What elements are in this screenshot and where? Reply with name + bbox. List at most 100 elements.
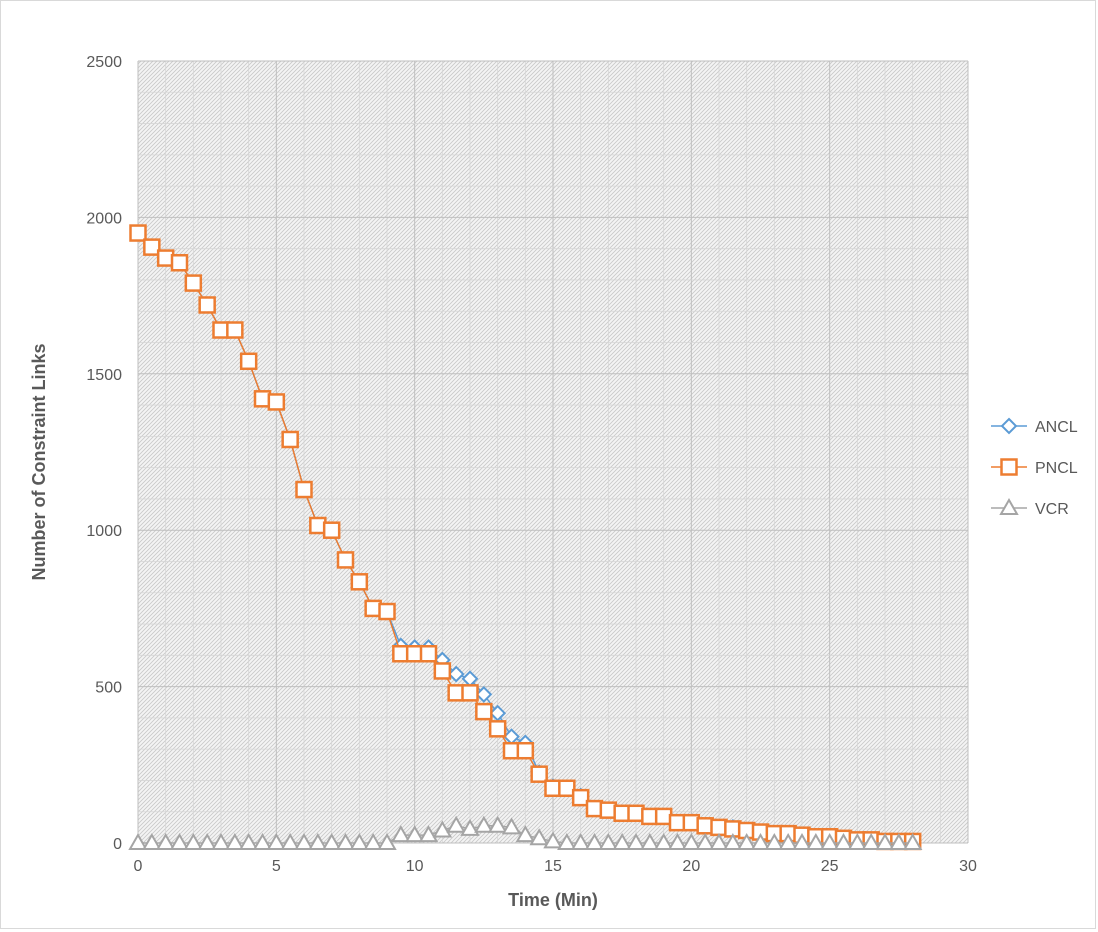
data-point-pncl: [488, 720, 507, 738]
y-tick-label: 0: [113, 836, 122, 853]
data-point-pncl: [516, 741, 535, 760]
data-point-vcr: [266, 832, 287, 850]
data-point-vcr: [709, 832, 729, 850]
data-point-vcr: [889, 832, 909, 850]
x-tick-label: 5: [272, 858, 281, 875]
data-point-vcr: [238, 832, 259, 850]
data-point-pncl: [433, 662, 452, 680]
x-axis-ticks: 0 5 10 15 20 25 30: [134, 858, 977, 875]
x-tick-label: 10: [406, 858, 424, 875]
data-point-pncl: [198, 296, 216, 314]
data-point-vcr: [626, 832, 646, 850]
data-point-vcr: [902, 832, 923, 850]
data-point-vcr: [391, 825, 411, 843]
data-point-vcr: [515, 825, 536, 843]
data-point-pncl: [170, 254, 189, 272]
legend-item-pncl: PNCL: [991, 458, 1078, 477]
series-layer: [128, 224, 923, 851]
x-tick-label: 15: [544, 858, 562, 875]
data-point-pncl: [571, 788, 590, 807]
y-axis-title: Number of Constraint Links: [29, 343, 49, 580]
legend-marker-pncl: [1000, 458, 1018, 476]
data-point-pncl: [295, 480, 313, 499]
data-point-vcr: [861, 832, 881, 850]
data-point-vcr: [570, 832, 591, 850]
data-point-vcr: [764, 832, 785, 850]
data-point-vcr: [695, 832, 715, 850]
data-point-pncl: [336, 551, 355, 569]
x-axis-title: Time (Min): [508, 890, 598, 910]
data-point-vcr: [363, 832, 383, 850]
data-point-pncl: [378, 602, 396, 621]
legend: ANCL PNCL VCR: [991, 417, 1078, 518]
data-point-vcr: [183, 832, 204, 850]
y-tick-label: 500: [95, 680, 122, 697]
y-tick-label: 1000: [86, 523, 122, 540]
data-point-vcr: [598, 832, 619, 850]
data-point-vcr: [487, 815, 508, 833]
data-point-pncl: [143, 238, 161, 256]
y-axis-ticks: 0 500 1000 1500 2000 2500: [86, 54, 122, 853]
legend-label-ancl: ANCL: [1035, 419, 1078, 436]
data-point-vcr: [460, 818, 480, 836]
y-tick-label: 2500: [86, 54, 122, 71]
series-vcr: [128, 815, 923, 850]
data-point-vcr: [557, 832, 577, 850]
data-point-vcr: [335, 832, 356, 850]
data-point-vcr: [778, 832, 798, 850]
data-point-vcr: [833, 832, 854, 850]
data-point-vcr: [197, 832, 217, 850]
data-point-pncl: [419, 645, 438, 663]
data-point-pncl: [184, 274, 203, 292]
data-point-vcr: [667, 832, 688, 850]
y-tick-label: 2000: [86, 210, 122, 227]
legend-marker-vcr: [999, 497, 1019, 515]
data-point-vcr: [418, 825, 439, 843]
legend-label-vcr: VCR: [1035, 501, 1069, 518]
data-point-vcr: [474, 815, 494, 833]
data-point-ancl: [475, 686, 493, 703]
data-point-vcr: [142, 832, 162, 850]
data-point-vcr: [792, 832, 812, 850]
data-point-vcr: [847, 832, 868, 850]
data-point-vcr: [349, 832, 370, 850]
data-point-vcr: [736, 832, 757, 850]
data-point-vcr: [211, 832, 231, 850]
x-tick-label: 20: [682, 858, 700, 875]
data-point-vcr: [128, 832, 148, 850]
legend-label-pncl: PNCL: [1035, 460, 1078, 477]
x-tick-label: 0: [134, 858, 143, 875]
data-point-ancl: [447, 665, 465, 683]
data-point-pncl: [129, 224, 147, 242]
data-point-vcr: [377, 832, 397, 850]
data-point-pncl: [322, 521, 341, 539]
data-point-vcr: [155, 832, 176, 850]
data-point-pncl: [239, 352, 258, 371]
data-point-vcr: [529, 828, 549, 846]
data-point-pncl: [558, 779, 576, 798]
data-point-pncl: [267, 393, 286, 411]
x-tick-label: 30: [959, 858, 977, 875]
data-point-pncl: [350, 573, 369, 591]
data-point-vcr: [321, 832, 342, 850]
series-pncl: [129, 224, 922, 851]
data-point-vcr: [543, 831, 563, 849]
data-point-vcr: [294, 832, 314, 850]
data-point-vcr: [750, 832, 771, 850]
legend-marker-ancl: [1000, 417, 1018, 435]
data-point-vcr: [169, 832, 190, 850]
data-point-vcr: [280, 832, 300, 850]
data-point-vcr: [806, 832, 826, 850]
data-point-pncl: [281, 430, 299, 449]
x-tick-label: 25: [821, 858, 839, 875]
data-point-pncl: [226, 321, 244, 339]
data-point-vcr: [432, 820, 453, 838]
data-point-vcr: [875, 832, 895, 850]
data-point-vcr: [612, 832, 632, 850]
data-point-vcr: [446, 815, 466, 833]
legend-item-vcr: VCR: [991, 497, 1069, 518]
data-point-vcr: [252, 832, 273, 850]
data-point-vcr: [653, 832, 674, 850]
